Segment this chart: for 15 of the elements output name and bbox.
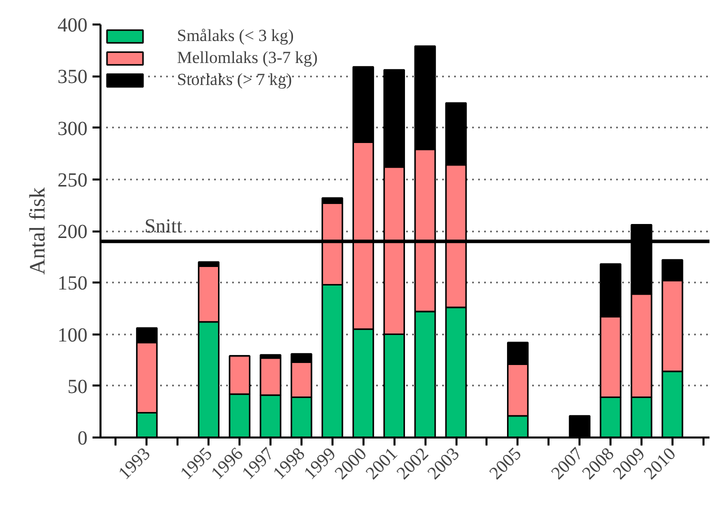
y-tick-label: 200 <box>58 221 88 243</box>
legend-label: Mellomlaks (3-7 kg) <box>177 48 318 68</box>
y-tick-label: 100 <box>58 324 88 346</box>
legend-label: Smålaks (< 3 kg) <box>177 26 294 46</box>
legend-label: Storlaks (> 7 kg) <box>177 70 292 90</box>
y-tick-label: 350 <box>58 66 88 88</box>
ref-line-label: Snitt <box>144 215 183 238</box>
y-tick-label: 250 <box>58 169 88 192</box>
y-tick-label: 150 <box>58 272 88 295</box>
y-axis-title: Antal fisk <box>24 187 50 275</box>
y-tick-label: 50 <box>68 376 88 398</box>
y-tick-label: 300 <box>58 118 88 140</box>
y-tick-label: 400 <box>58 14 88 36</box>
x-tick-label: 1993 <box>114 443 154 484</box>
y-tick-label: 0 <box>78 428 88 450</box>
